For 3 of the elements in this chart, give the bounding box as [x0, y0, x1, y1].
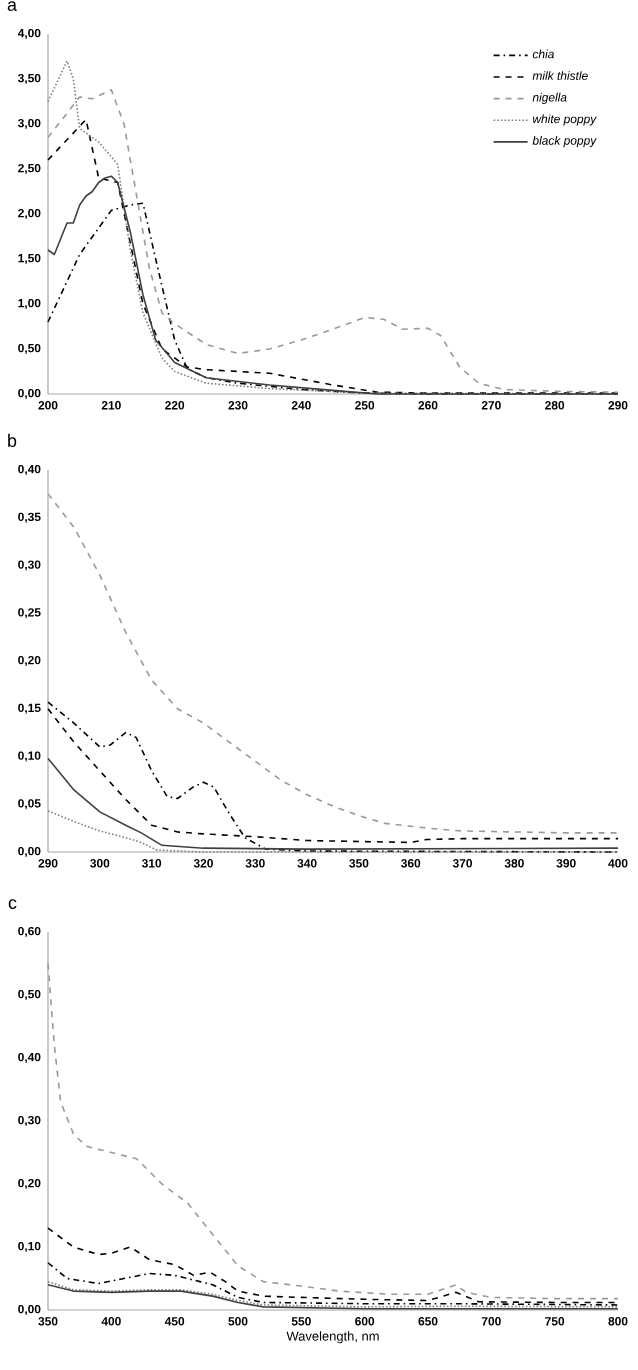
chart-title: c — [8, 899, 17, 910]
chart-title: b — [8, 433, 17, 448]
chart-title: a — [7, 1, 17, 12]
